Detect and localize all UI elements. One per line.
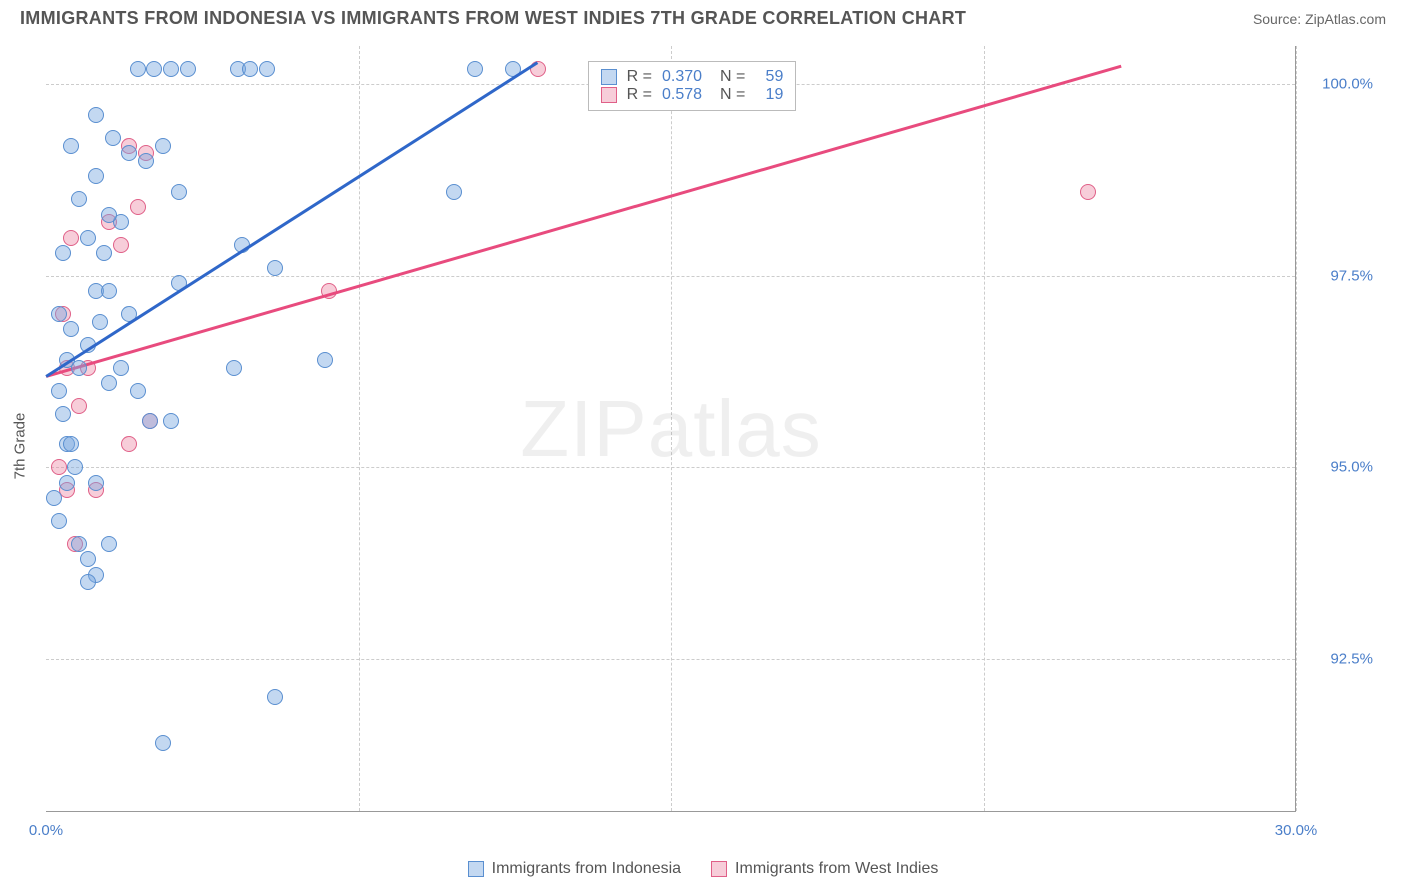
- data-point: [59, 475, 75, 491]
- legend-item-indonesia: Immigrants from Indonesia: [468, 860, 681, 878]
- legend-n-value: 19: [755, 86, 783, 104]
- legend-row: R = 0.370 N = 59: [601, 68, 784, 86]
- data-point: [67, 459, 83, 475]
- gridline: [1296, 46, 1297, 811]
- data-point: [121, 436, 137, 452]
- data-point: [80, 551, 96, 567]
- legend-r-label: R =: [627, 68, 652, 86]
- data-point: [130, 199, 146, 215]
- data-point: [51, 306, 67, 322]
- square-icon: [601, 69, 617, 85]
- data-point: [63, 230, 79, 246]
- data-point: [226, 360, 242, 376]
- y-axis-label: 7th Grade: [12, 413, 29, 480]
- bottom-legend: Immigrants from Indonesia Immigrants fro…: [0, 860, 1406, 878]
- data-point: [163, 61, 179, 77]
- data-point: [180, 61, 196, 77]
- data-point: [51, 383, 67, 399]
- data-point: [63, 436, 79, 452]
- square-icon: [601, 87, 617, 103]
- data-point: [101, 375, 117, 391]
- data-point: [46, 490, 62, 506]
- data-point: [92, 314, 108, 330]
- data-point: [105, 130, 121, 146]
- data-point: [51, 459, 67, 475]
- data-point: [155, 138, 171, 154]
- data-point: [467, 61, 483, 77]
- data-point: [51, 513, 67, 529]
- data-point: [71, 398, 87, 414]
- data-point: [80, 230, 96, 246]
- y-tick-label: 100.0%: [1303, 76, 1373, 93]
- data-point: [63, 321, 79, 337]
- legend-label: Immigrants from Indonesia: [492, 860, 681, 878]
- data-point: [113, 237, 129, 253]
- x-tick-label: 0.0%: [29, 822, 63, 839]
- data-point: [242, 61, 258, 77]
- data-point: [101, 536, 117, 552]
- source-label: Source: ZipAtlas.com: [1253, 11, 1386, 27]
- data-point: [267, 260, 283, 276]
- data-point: [96, 245, 112, 261]
- data-point: [317, 352, 333, 368]
- legend-r-value: 0.370: [662, 68, 710, 86]
- square-icon: [711, 861, 727, 877]
- legend-n-label: N =: [720, 68, 745, 86]
- data-point: [142, 413, 158, 429]
- data-point: [138, 153, 154, 169]
- data-point: [71, 191, 87, 207]
- data-point: [88, 475, 104, 491]
- gridline: [984, 46, 985, 811]
- legend-n-label: N =: [720, 86, 745, 104]
- data-point: [101, 283, 117, 299]
- data-point: [71, 536, 87, 552]
- gridline: [671, 46, 672, 811]
- y-tick-label: 92.5%: [1303, 650, 1373, 667]
- data-point: [130, 383, 146, 399]
- x-tick-label: 30.0%: [1275, 822, 1318, 839]
- y-tick-label: 97.5%: [1303, 267, 1373, 284]
- data-point: [155, 735, 171, 751]
- data-point: [259, 61, 275, 77]
- trend-line: [46, 65, 1122, 378]
- data-point: [113, 360, 129, 376]
- data-point: [55, 406, 71, 422]
- plot-area: 92.5%95.0%97.5%100.0%0.0%30.0%R =0.370N …: [46, 46, 1296, 812]
- data-point: [121, 145, 137, 161]
- data-point: [88, 107, 104, 123]
- data-point: [146, 61, 162, 77]
- data-point: [101, 207, 117, 223]
- data-point: [55, 245, 71, 261]
- chart-title: IMMIGRANTS FROM INDONESIA VS IMMIGRANTS …: [20, 8, 966, 29]
- data-point: [267, 689, 283, 705]
- data-point: [163, 413, 179, 429]
- correlation-legend: R = 0.370 N = 59 R = 0.578 N = 19: [588, 61, 797, 111]
- data-point: [130, 61, 146, 77]
- square-icon: [468, 861, 484, 877]
- data-point: [1080, 184, 1096, 200]
- data-point: [63, 138, 79, 154]
- legend-r-value: 0.578: [662, 86, 710, 104]
- legend-r-label: R =: [627, 86, 652, 104]
- legend-item-west-indies: Immigrants from West Indies: [711, 860, 938, 878]
- y-tick-label: 95.0%: [1303, 459, 1373, 476]
- data-point: [71, 360, 87, 376]
- gridline: [359, 46, 360, 811]
- legend-n-value: 59: [755, 68, 783, 86]
- legend-label: Immigrants from West Indies: [735, 860, 938, 878]
- data-point: [88, 168, 104, 184]
- data-point: [80, 574, 96, 590]
- legend-row: R = 0.578 N = 19: [601, 86, 784, 104]
- data-point: [171, 184, 187, 200]
- data-point: [446, 184, 462, 200]
